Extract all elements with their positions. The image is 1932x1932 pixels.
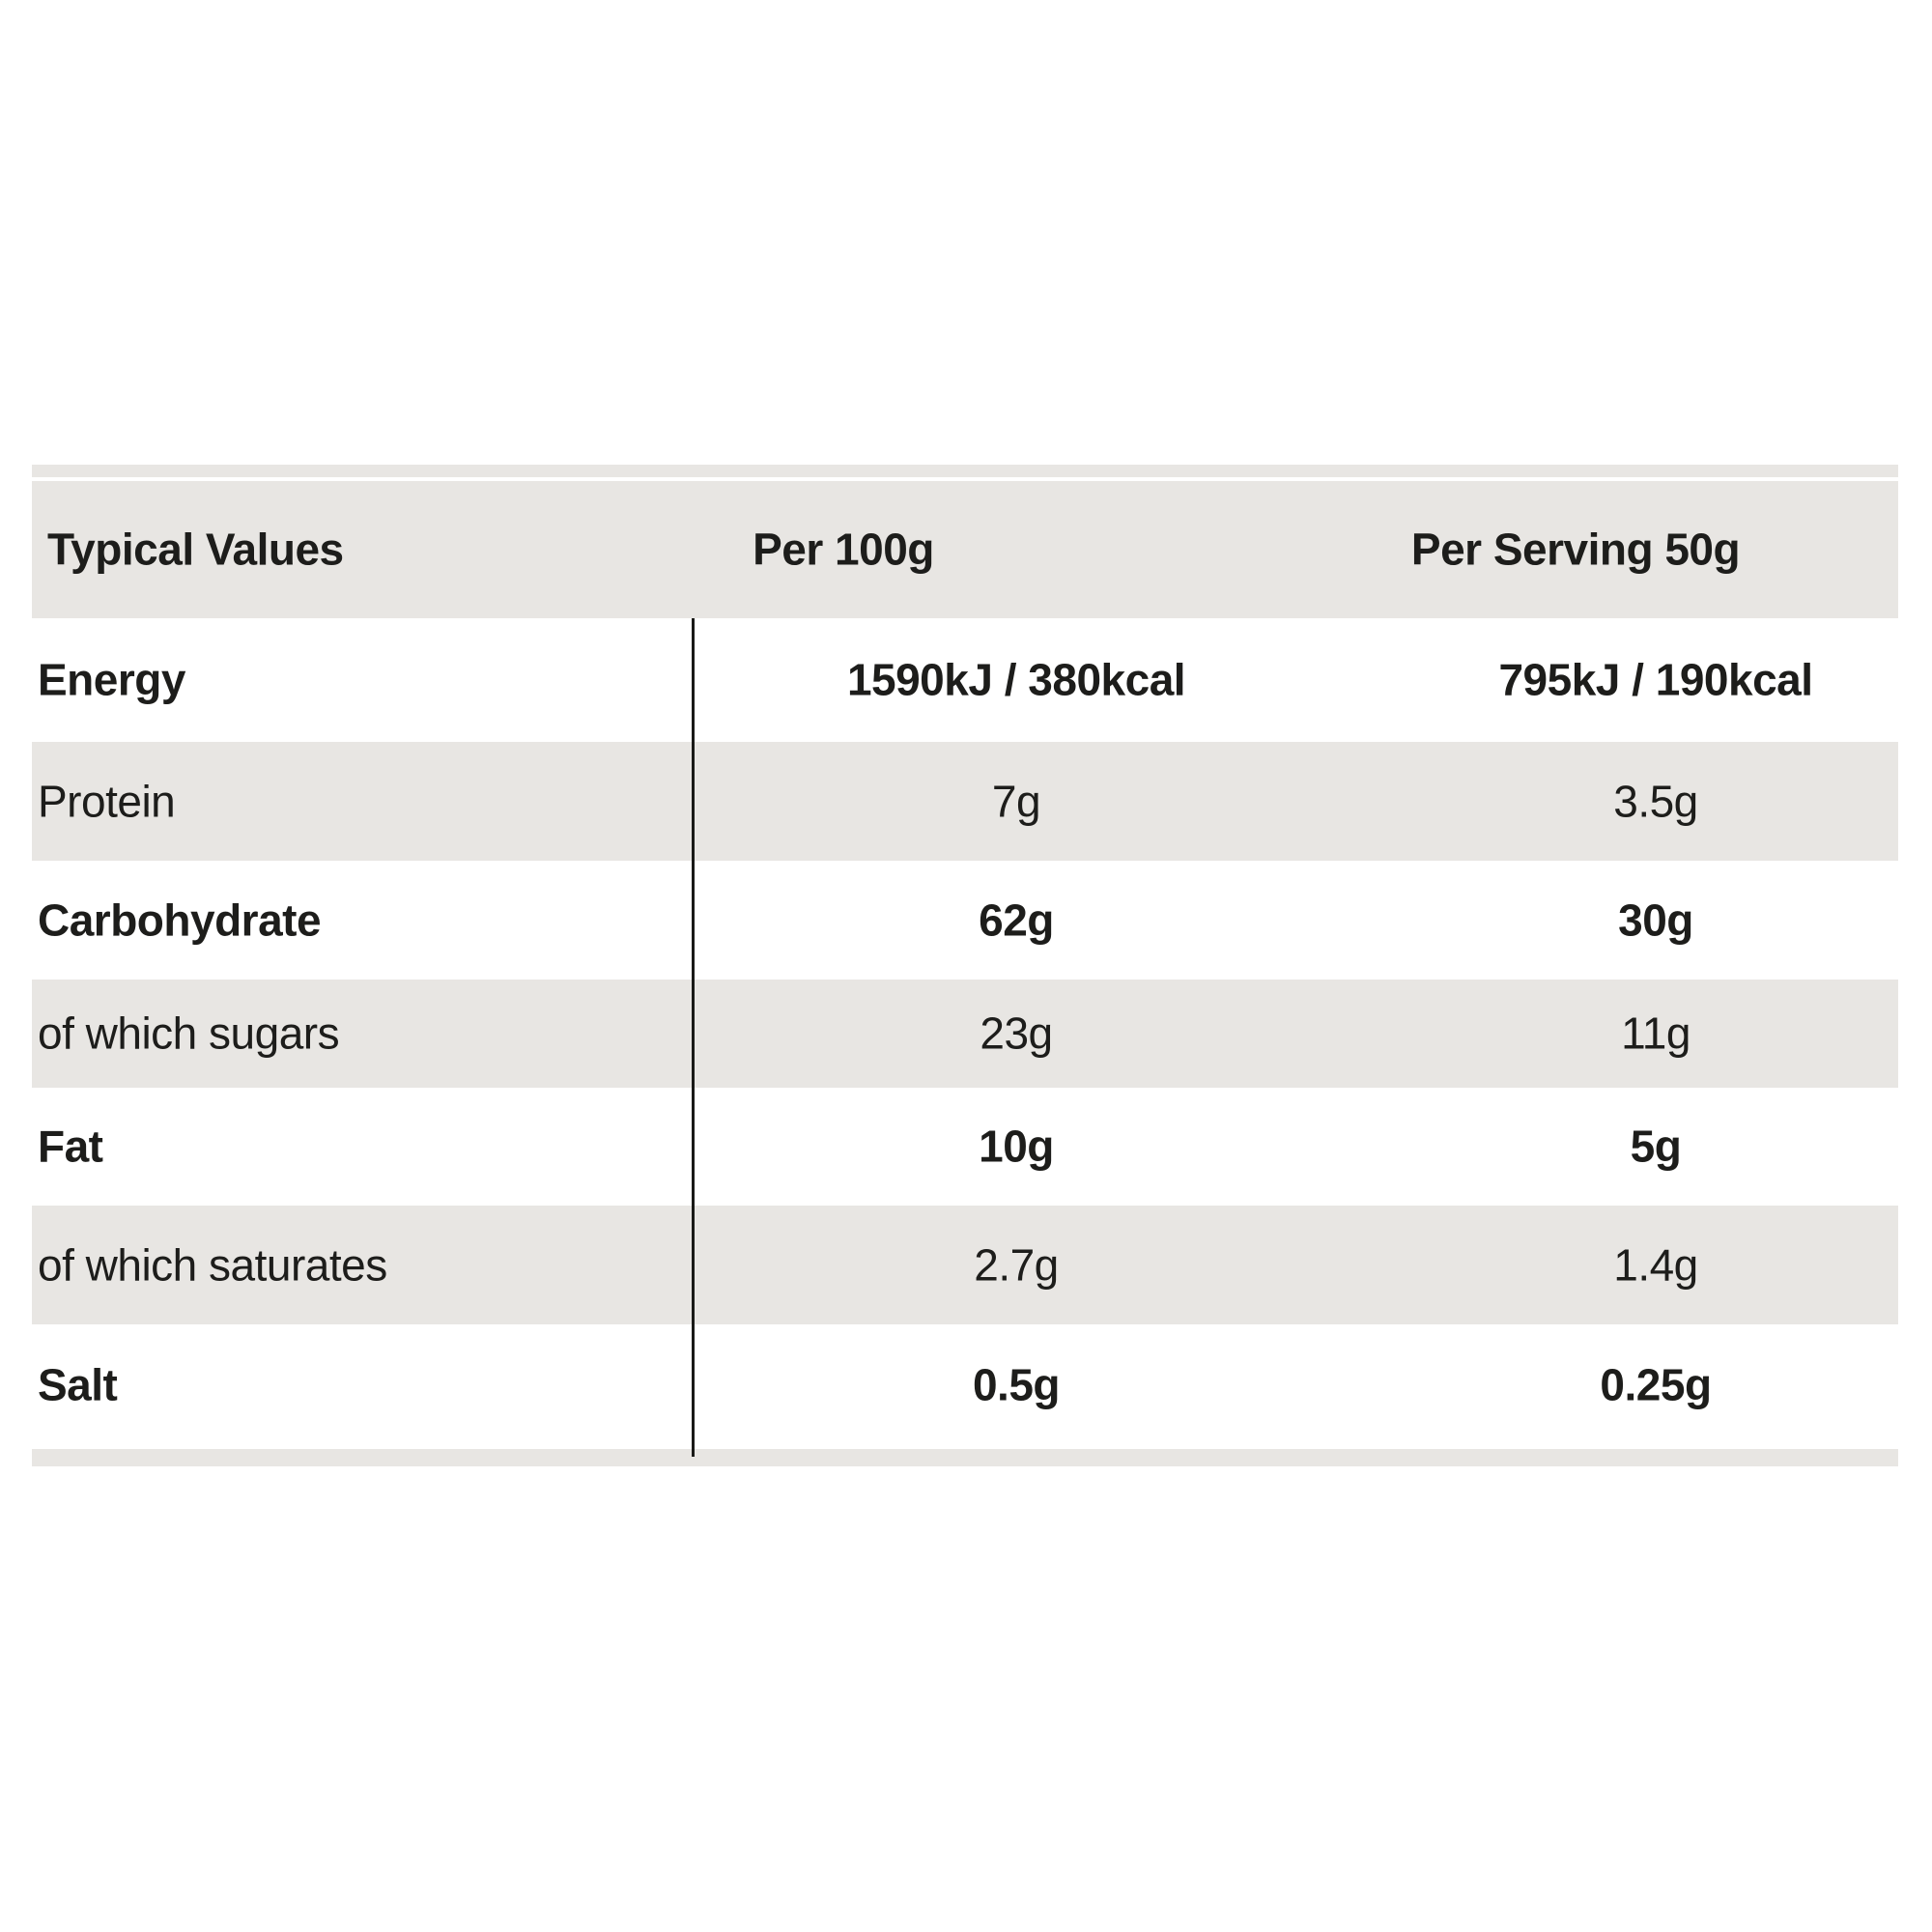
row-value-per-100g: 7g [991, 776, 1041, 827]
table-row: Protein 7g 3.5g [32, 742, 1898, 861]
nutrition-table: Typical Values Per 100g Per Serving 50g … [32, 465, 1898, 1466]
row-value-per-100g: 62g [979, 895, 1054, 946]
row-value-per-100g: 0.5g [972, 1359, 1061, 1410]
row-label: Fat [38, 1121, 103, 1172]
row-value-per-serving: 1.4g [1613, 1239, 1698, 1291]
table-row: Salt 0.5g 0.25g [32, 1324, 1898, 1446]
row-label: of which saturates [38, 1239, 387, 1291]
row-value-per-serving: 11g [1621, 1008, 1690, 1059]
row-value-per-100g: 10g [979, 1121, 1054, 1172]
table-row: Energy 1590kJ / 380kcal 795kJ / 190kcal [32, 618, 1898, 742]
row-label: of which sugars [38, 1008, 340, 1059]
row-value-per-serving: 3.5g [1613, 776, 1698, 827]
table-row: Fat 10g 5g [32, 1088, 1898, 1206]
table-header-row: Typical Values Per 100g Per Serving 50g [32, 481, 1898, 618]
table-body: Energy 1590kJ / 380kcal 795kJ / 190kcal … [32, 618, 1898, 1446]
row-label: Protein [38, 776, 176, 827]
column-divider-line [692, 618, 695, 1457]
row-value-per-100g: 2.7g [974, 1239, 1059, 1291]
row-label: Energy [38, 654, 185, 705]
row-value-per-serving: 30g [1618, 895, 1693, 946]
table-row: of which sugars 23g 11g [32, 980, 1898, 1088]
header-typical-values: Typical Values [47, 524, 344, 575]
row-value-per-100g: 23g [980, 1008, 1053, 1059]
row-label: Salt [38, 1359, 118, 1410]
header-per-100g: Per 100g [753, 524, 934, 575]
row-value-per-100g: 1590kJ / 380kcal [846, 654, 1186, 705]
row-value-per-serving: 0.25g [1600, 1359, 1712, 1410]
row-label: Carbohydrate [38, 895, 322, 946]
table-row: Carbohydrate 62g 30g [32, 861, 1898, 980]
row-value-per-serving: 795kJ / 190kcal [1498, 654, 1813, 705]
table-row: of which saturates 2.7g 1.4g [32, 1206, 1898, 1324]
table-bottom-strip [32, 1449, 1898, 1466]
table-top-strip [32, 465, 1898, 477]
row-value-per-serving: 5g [1630, 1121, 1682, 1172]
header-per-serving-50g: Per Serving 50g [1410, 524, 1741, 575]
